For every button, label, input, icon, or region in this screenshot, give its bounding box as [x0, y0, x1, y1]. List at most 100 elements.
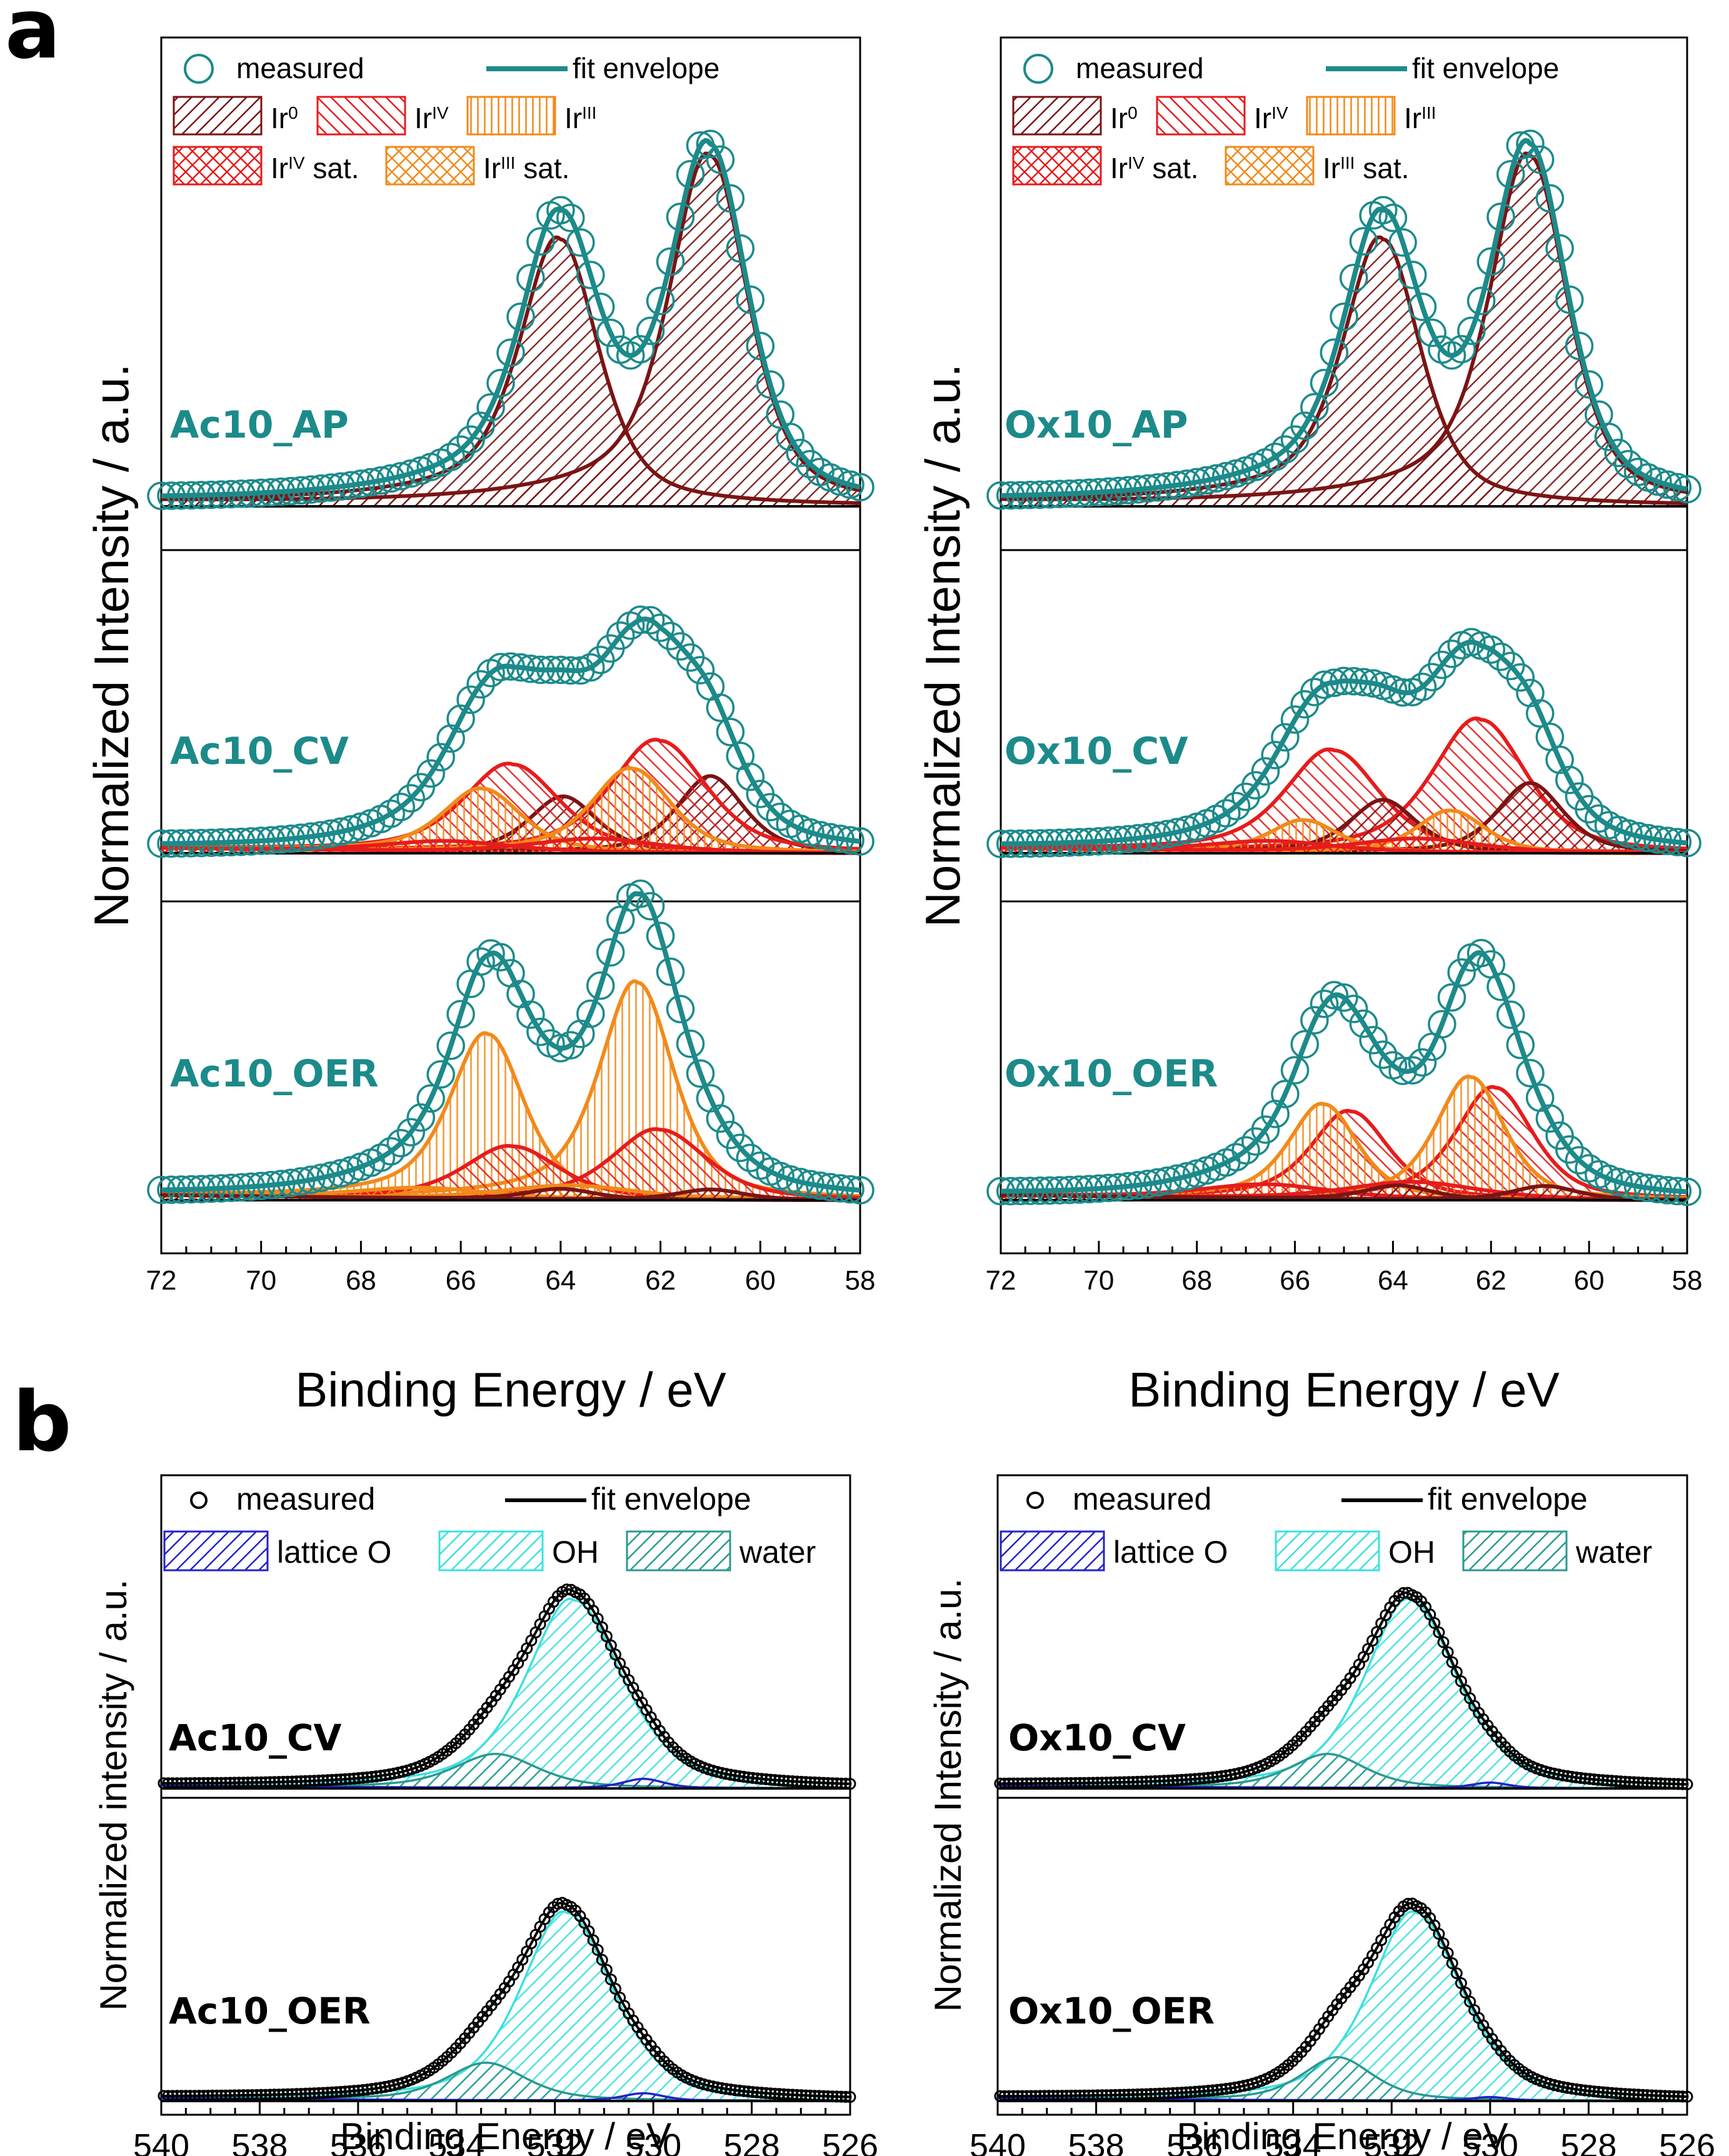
- legend-label: OH: [1388, 1535, 1435, 1570]
- chart-a-left: 72 70 68 66 64 62 60 58 Binding Energy / eV Norma…: [84, 36, 875, 1417]
- legend-label: Ir0: [1110, 102, 1138, 134]
- x-tick-label: 532: [527, 2127, 583, 2156]
- x-tick-label: 540: [970, 2127, 1026, 2156]
- measured-point: [600, 1963, 613, 1976]
- fit-envelope-line: [998, 1591, 1688, 1786]
- measured-point: [600, 1630, 613, 1643]
- measured-point: [1221, 459, 1251, 488]
- measured-point: [1310, 990, 1339, 1018]
- measured-point: [586, 971, 615, 1000]
- spectrum-Ac10_CV: Ac10_CV: [147, 605, 875, 858]
- measured-point: [596, 634, 625, 663]
- measured-point: [386, 462, 416, 491]
- measured-point: [1455, 1977, 1467, 1989]
- measured-point: [526, 1017, 555, 1046]
- x-tick-label: 60: [1574, 1265, 1605, 1296]
- legend-item: Ir0: [173, 96, 298, 136]
- measured-point: [346, 812, 376, 841]
- legend-label: IrIII: [564, 102, 596, 134]
- component-fill-water: [998, 1753, 1687, 1788]
- legend-label: IrIV: [1254, 102, 1288, 134]
- measured-point: [1441, 1947, 1454, 1959]
- measured-point: [476, 939, 505, 968]
- x-tick-label: 528: [724, 2127, 780, 2156]
- component-fill-OH: [998, 1598, 1687, 1788]
- measured-point: [1221, 791, 1251, 821]
- measured-point: [786, 1168, 814, 1196]
- legend-item: IrIV sat.: [173, 146, 359, 186]
- legend-label: fit envelope: [591, 1482, 751, 1517]
- hatch-swatch-icon: [1012, 96, 1102, 136]
- measured-point: [326, 1159, 356, 1188]
- hatch-swatch-icon: [163, 1530, 269, 1572]
- measured-point: [456, 685, 485, 714]
- measured-point: [1450, 1666, 1463, 1678]
- legend-label: fit envelope: [1428, 1482, 1588, 1517]
- hatch-swatch-icon: [1275, 1530, 1380, 1572]
- component-fill-IrIII-4f5-2: [1001, 1103, 1687, 1200]
- sample-label: Ac10_CV: [170, 730, 349, 773]
- measured-point: [516, 263, 545, 293]
- measured-point: [576, 261, 605, 289]
- measured-point: [696, 672, 725, 701]
- measured-point: [1408, 1048, 1437, 1077]
- legend-label: Ir0: [271, 102, 298, 134]
- measured-point: [1359, 1026, 1388, 1055]
- measured-point: [1506, 1030, 1535, 1060]
- measured-point: [609, 1648, 621, 1661]
- measured-point: [1261, 741, 1290, 770]
- x-tick-label: 58: [1672, 1265, 1703, 1296]
- measured-point: [1418, 1032, 1446, 1061]
- x-tick-label: 72: [986, 1265, 1016, 1296]
- component-fill-OH: [161, 1598, 850, 1788]
- measured-point: [1496, 160, 1525, 189]
- hatch-swatch-icon: [173, 96, 263, 136]
- measured-point: [476, 393, 505, 422]
- measured-point: [526, 227, 555, 256]
- measured-point: [676, 643, 705, 672]
- legend-item: water: [626, 1530, 816, 1572]
- x-tick-label: 534: [1265, 2127, 1321, 2156]
- measured-point: [446, 435, 475, 464]
- measured-point: [736, 285, 765, 314]
- measured-point: [1349, 227, 1378, 256]
- fit-envelope-line: [1000, 138, 1688, 498]
- legend: measured fit envelope lattice O OH water: [163, 1482, 816, 1572]
- measured-point: [1450, 1967, 1463, 1980]
- measured-point: [646, 286, 675, 316]
- legend-item: water: [1462, 1530, 1652, 1572]
- measured-point: [666, 632, 695, 661]
- spectrum-Ac10_OER: Ac10_OER: [147, 880, 875, 1205]
- component-fill-OH: [161, 1911, 850, 2101]
- measured-point: [1486, 203, 1515, 231]
- measured-point: [1535, 184, 1565, 213]
- measured-point: [746, 331, 775, 361]
- measured-point: [476, 658, 505, 688]
- component-fill-Ir0-4f5-2: [1001, 237, 1687, 506]
- measured-point: [686, 1059, 715, 1088]
- x-axis-label: Binding Energy / eV: [340, 2115, 671, 2156]
- hatch-swatch-icon: [1225, 146, 1315, 186]
- measured-point: [406, 773, 436, 802]
- measured-marker-icon: [184, 54, 214, 84]
- x-tick-label: 536: [1166, 2127, 1223, 2156]
- measured-point: [1565, 782, 1594, 811]
- x-tick-label: 530: [1462, 2127, 1518, 2156]
- legend-item: OH: [438, 1530, 599, 1572]
- measured-point: [596, 318, 625, 348]
- measured-point: [386, 1128, 416, 1158]
- sample-label: Ac10_OER: [169, 1990, 371, 2032]
- x-axis-label: Binding Energy / eV: [1176, 2115, 1508, 2156]
- measured-point: [1441, 1646, 1454, 1658]
- fit-envelope-line: [1000, 639, 1688, 846]
- legend-label: IrIII: [1404, 102, 1436, 134]
- measured-point: [1261, 1100, 1290, 1128]
- measured-point: [1418, 318, 1446, 348]
- hatch-swatch-icon: [466, 96, 556, 136]
- measured-point: [1437, 639, 1466, 668]
- measured-point: [1173, 815, 1201, 845]
- legend-label: fit envelope: [573, 52, 719, 84]
- measured-point: [1310, 368, 1339, 398]
- measured-point: [1251, 757, 1280, 786]
- legend-label: lattice O: [1113, 1535, 1228, 1570]
